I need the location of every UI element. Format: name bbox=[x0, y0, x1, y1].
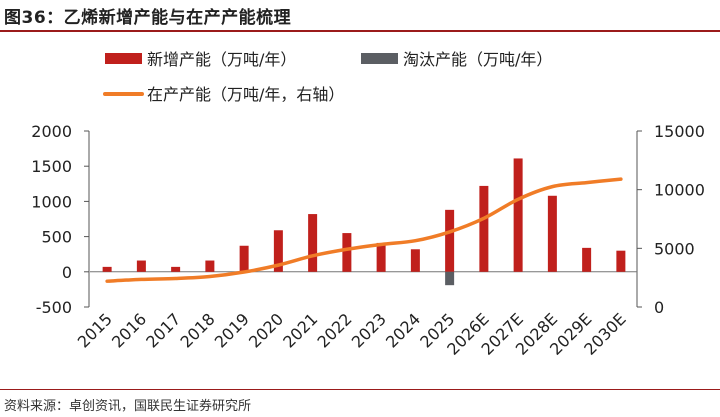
left-axis-tick-label: 2000 bbox=[31, 122, 72, 141]
x-tick-label: 2021 bbox=[279, 309, 321, 351]
x-tick-label: 2022 bbox=[313, 309, 355, 351]
chart-svg: 新增产能（万吨/年） 淘汰产能（万吨/年） 在产产能（万吨/年，右轴） -500 0 5… bbox=[31, 50, 705, 359]
left-axis-tick-label: 500 bbox=[41, 228, 72, 247]
new-capacity-bar bbox=[239, 245, 249, 272]
x-tick-label: 2018 bbox=[176, 309, 218, 351]
source-note: 资料来源：卓创资讯，国联民生证券研究所 bbox=[4, 399, 252, 414]
bar-series bbox=[102, 158, 626, 286]
x-tick-label: 2017 bbox=[142, 309, 184, 351]
new-capacity-bar bbox=[308, 214, 318, 272]
right-axis-tick-label: 10000 bbox=[654, 181, 705, 200]
new-capacity-bar bbox=[171, 266, 181, 272]
new-capacity-bar bbox=[513, 158, 523, 272]
x-tick-label: 2020 bbox=[245, 309, 287, 351]
left-axis-tick-label: 1500 bbox=[31, 157, 72, 176]
x-tick-label: 2015 bbox=[74, 309, 116, 351]
chart-axes: -500 0 500 1000 1500 2000 0 5000 10000 15000 bbox=[31, 122, 705, 317]
new-capacity-bar bbox=[479, 185, 489, 272]
chart-title: 图36：乙烯新增产能与在产产能梳理 bbox=[4, 8, 292, 28]
new-capacity-bar bbox=[342, 233, 352, 272]
left-axis-tick-label: 1000 bbox=[31, 192, 72, 211]
right-axis-tick-label: 15000 bbox=[654, 122, 705, 141]
x-tick-label: 2023 bbox=[348, 309, 390, 351]
legend-swatch-new bbox=[105, 53, 142, 64]
retired-capacity-bar bbox=[445, 271, 455, 286]
legend-swatch-retired bbox=[361, 53, 398, 64]
x-tick-label: 2024 bbox=[382, 309, 424, 351]
new-capacity-bar bbox=[136, 260, 146, 272]
new-capacity-bar bbox=[582, 247, 592, 272]
new-capacity-bar bbox=[445, 209, 455, 272]
x-tick-label: 2019 bbox=[211, 309, 253, 351]
legend-label-in-production: 在产产能（万吨/年，右轴） bbox=[147, 85, 344, 104]
legend: 新增产能（万吨/年） 淘汰产能（万吨/年） 在产产能（万吨/年，右轴） bbox=[103, 50, 552, 104]
right-axis-tick-label: 0 bbox=[654, 298, 664, 317]
x-tick-label: 2016 bbox=[108, 309, 150, 351]
left-axis-tick-label: 0 bbox=[62, 263, 72, 282]
new-capacity-bar bbox=[205, 260, 215, 272]
new-capacity-bar bbox=[102, 266, 112, 272]
legend-label-retired: 淘汰产能（万吨/年） bbox=[403, 50, 552, 69]
line-series bbox=[105, 177, 623, 283]
new-capacity-bar bbox=[273, 230, 283, 272]
in-production-line bbox=[105, 177, 623, 283]
right-axis-tick-label: 5000 bbox=[654, 239, 695, 258]
title-divider bbox=[0, 30, 720, 32]
new-capacity-bar bbox=[547, 195, 557, 272]
new-capacity-bar bbox=[410, 249, 420, 272]
new-capacity-bar bbox=[616, 250, 626, 272]
legend-label-new: 新增产能（万吨/年） bbox=[147, 50, 296, 69]
x-tick-labels: 2015201620172018201920202021202220232024… bbox=[74, 309, 630, 358]
new-capacity-bar bbox=[376, 242, 386, 272]
left-axis-tick-label: -500 bbox=[36, 298, 72, 317]
source-divider bbox=[0, 389, 720, 390]
